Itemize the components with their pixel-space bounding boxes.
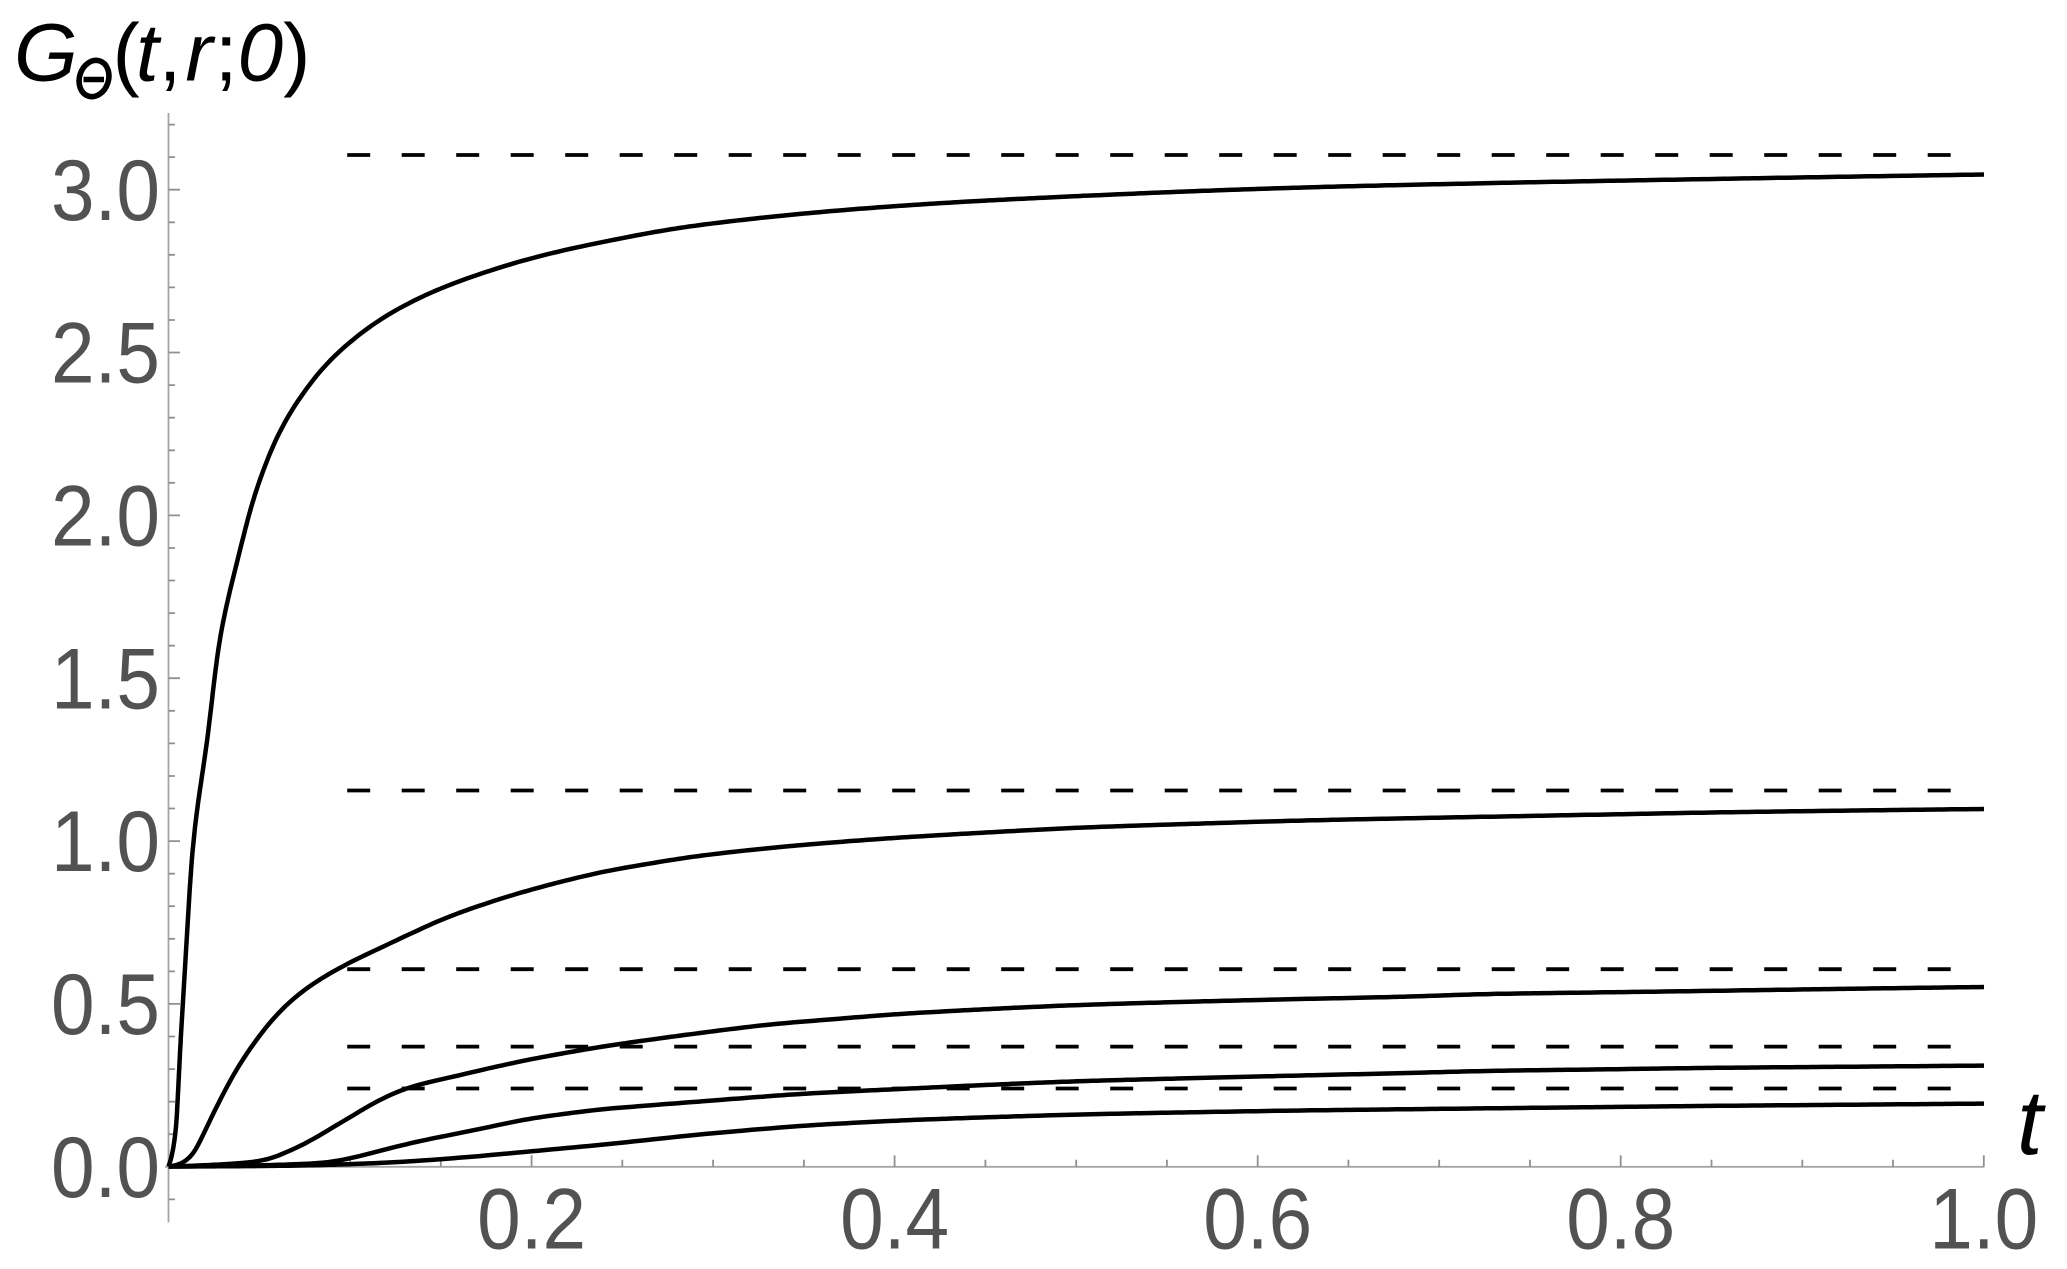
svg-text:0.2: 0.2 <box>477 1172 586 1264</box>
svg-text:0.5: 0.5 <box>51 957 160 1053</box>
svg-text:1.5: 1.5 <box>51 631 160 727</box>
svg-text:2.0: 2.0 <box>51 469 160 565</box>
svg-text:1.0: 1.0 <box>51 794 160 890</box>
svg-text:3.0: 3.0 <box>51 143 160 239</box>
svg-text:(t,r;0): (t,r;0) <box>113 8 311 99</box>
svg-text:1.0: 1.0 <box>1929 1172 2038 1264</box>
svg-text:2.5: 2.5 <box>51 306 160 402</box>
svg-text:0.0: 0.0 <box>51 1120 160 1216</box>
svg-text:0.8: 0.8 <box>1566 1172 1675 1264</box>
svg-text:0.4: 0.4 <box>840 1172 949 1264</box>
svg-text:t: t <box>2017 1072 2046 1174</box>
svg-text:G: G <box>14 8 78 99</box>
svg-text:0.6: 0.6 <box>1203 1172 1312 1264</box>
